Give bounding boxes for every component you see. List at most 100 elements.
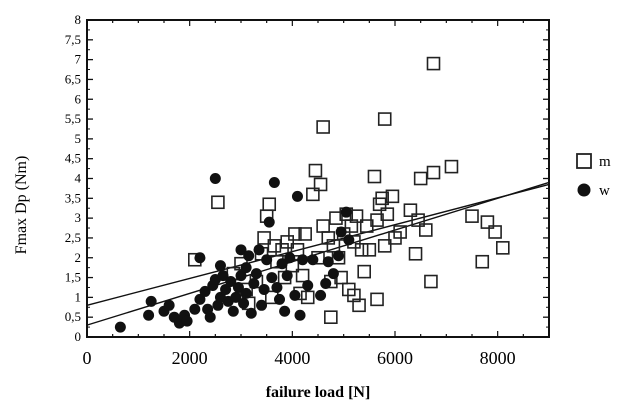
point-w: [214, 260, 226, 272]
y-tick-label: 5,5: [65, 111, 81, 126]
point-m: [321, 231, 336, 245]
point-w: [307, 254, 319, 266]
point-m: [362, 243, 377, 257]
y-axis-label: Fmax Dp (Nm): [13, 156, 30, 255]
point-m: [465, 209, 479, 223]
point-w: [256, 299, 268, 311]
point-m: [475, 254, 490, 269]
point-m: [495, 241, 510, 255]
point-w: [284, 252, 296, 264]
point-w: [145, 295, 157, 307]
y-tick-label: 8: [75, 12, 82, 27]
point-w: [238, 297, 250, 309]
point-w: [261, 254, 273, 266]
point-w: [250, 268, 262, 280]
point-m: [380, 207, 395, 221]
point-w: [335, 226, 347, 238]
point-m: [257, 231, 271, 245]
point-m: [393, 225, 407, 239]
point-w: [209, 173, 221, 184]
point-m: [375, 191, 389, 206]
point-w: [322, 256, 334, 268]
point-w: [302, 279, 314, 291]
point-w: [343, 234, 355, 246]
point-w: [220, 283, 232, 295]
point-w: [271, 281, 283, 293]
point-m: [349, 209, 364, 223]
point-m: [267, 239, 282, 253]
point-w: [289, 289, 301, 301]
point-w: [217, 270, 229, 282]
point-w: [232, 281, 244, 293]
point-m: [403, 203, 418, 217]
point-m: [424, 274, 438, 289]
point-w: [333, 250, 345, 262]
y-tick-labels: 0 0,5 1 1,5 2 2,5 3 3,5 4 4,5 5 5,5 6 6,5 7 7,5 8: [65, 12, 82, 344]
y-tick-label: 2,5: [65, 230, 81, 245]
point-w: [199, 285, 211, 297]
point-m: [367, 169, 382, 184]
point-w: [258, 283, 270, 295]
legend: mw: [576, 153, 611, 199]
y-tick-label: 6,5: [65, 71, 81, 86]
point-w: [240, 287, 252, 299]
point-m: [385, 189, 400, 204]
point-m: [275, 243, 289, 257]
point-w: [163, 299, 175, 311]
y-tick-label: 7,5: [65, 32, 81, 47]
point-m: [377, 112, 392, 126]
point-m: [295, 268, 310, 283]
point-m: [306, 187, 320, 202]
point-m: [288, 227, 302, 241]
point-w: [279, 305, 291, 317]
point-w: [189, 303, 201, 315]
point-w: [253, 244, 265, 256]
point-m: [280, 235, 295, 249]
point-m: [324, 310, 338, 324]
point-w: [297, 254, 309, 266]
point-w: [327, 268, 339, 280]
legend-marker-m: [576, 153, 592, 169]
point-w: [248, 278, 260, 290]
point-w: [181, 315, 193, 327]
y-tick-label: 4: [75, 171, 82, 186]
point-m: [347, 288, 361, 303]
legend-label-w: w: [599, 183, 610, 199]
point-w: [276, 258, 288, 270]
point-w: [230, 291, 242, 303]
point-m: [308, 163, 323, 178]
point-m: [480, 215, 495, 229]
data-points: [114, 56, 510, 333]
point-w: [194, 252, 206, 264]
axes: [86, 19, 550, 338]
point-m: [344, 219, 359, 233]
point-w: [266, 272, 278, 284]
y-tick-label: 6: [75, 91, 82, 106]
point-m: [418, 223, 433, 237]
x-tick-label: 2000: [172, 348, 208, 368]
point-m: [262, 197, 277, 212]
point-m: [354, 243, 369, 257]
y-tick-label: 2: [75, 250, 82, 265]
y-tick-label: 1,5: [65, 270, 81, 285]
legend-label-m: m: [599, 154, 611, 170]
point-w: [240, 262, 252, 274]
point-m: [426, 56, 441, 71]
x-tick-label: 8000: [480, 348, 516, 368]
point-w: [281, 270, 293, 282]
point-w: [143, 309, 155, 321]
point-m: [316, 219, 330, 233]
point-m: [426, 165, 441, 180]
trendline: [86, 181, 550, 326]
x-tick-labels: 0 2000 4000 6000 8000: [83, 348, 516, 368]
point-m: [290, 243, 305, 257]
point-m: [313, 177, 328, 192]
y-tick-label: 0,5: [65, 309, 81, 324]
y-tick-label: 3: [75, 210, 82, 225]
point-m: [329, 211, 343, 225]
point-m: [357, 264, 372, 279]
point-w: [245, 307, 257, 319]
trendline: [86, 183, 550, 306]
x-tick-label: 6000: [377, 348, 413, 368]
